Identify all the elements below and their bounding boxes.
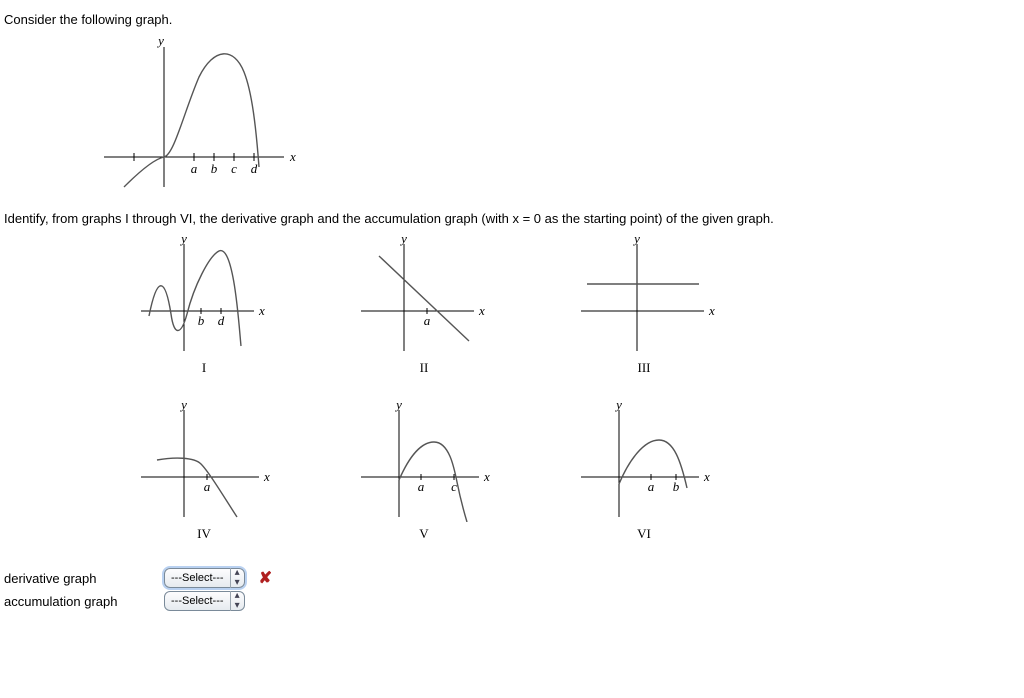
derivative-row: derivative graph ---Select--- ▴▾ ✘ [4,568,1020,588]
panel-IV-label: IV [124,526,284,542]
panel-III-label: III [564,360,724,376]
svg-text:y: y [394,402,402,412]
panel-III-svg: xy [569,236,719,356]
accumulation-row: accumulation graph ---Select--- ▴▾ [4,591,1020,611]
svg-text:y: y [179,236,187,246]
panel-VI-svg: x y a b [569,402,719,522]
prompt-intro: Consider the following graph. [4,12,1020,27]
panel-IV-svg: x y a [129,402,279,522]
svg-text:a: a [418,479,425,494]
svg-text:x: x [708,303,715,318]
select-arrows-icon: ▴▾ [230,591,244,611]
panel-V-svg: xyac [349,402,499,522]
panel-I-svg: x y bd [129,236,279,356]
svg-text:y: y [399,236,407,246]
svg-text:x: x [289,149,296,164]
svg-text:c: c [231,161,237,176]
svg-text:x: x [258,303,265,318]
panels-container: xybd I xya II xy III xya IV xyac V xyab … [124,236,1020,542]
panel-V: xyac V [344,402,504,542]
svg-text:y: y [156,37,164,48]
svg-text:y: y [614,402,622,412]
derivative-label: derivative graph [4,571,154,586]
svg-text:a: a [424,313,431,328]
svg-text:x: x [703,469,710,484]
select-arrows-icon: ▴▾ [230,568,244,588]
svg-text:a: a [648,479,655,494]
panel-VI-label: VI [564,526,724,542]
panel-II-label: II [344,360,504,376]
svg-text:x: x [263,469,270,484]
svg-text:x: x [483,469,490,484]
main-graph: x y abcd [4,37,1020,197]
accumulation-select[interactable]: ---Select--- ▴▾ [164,591,245,611]
panel-row-bottom: xya IV xyac V xyab VI [124,402,1020,542]
derivative-select-text: ---Select--- [165,572,230,584]
derivative-select[interactable]: ---Select--- ▴▾ [164,568,245,588]
accumulation-select-text: ---Select--- [165,595,230,607]
svg-text:y: y [179,402,187,412]
svg-text:a: a [204,479,211,494]
svg-text:d: d [218,313,225,328]
panel-II: x y a II [344,236,504,376]
panel-IV: x y a IV [124,402,284,542]
panel-III: xy III [564,236,724,376]
svg-text:d: d [251,161,258,176]
panel-VI: x y a b VI [564,402,724,542]
panel-I-label: I [124,360,284,376]
wrong-icon: ✘ [259,568,272,588]
panel-V-label: V [344,526,504,542]
accumulation-label: accumulation graph [4,594,154,609]
panel-II-svg: x y a [349,236,499,356]
prompt-task: Identify, from graphs I through VI, the … [4,211,1020,226]
svg-text:y: y [632,236,640,246]
panel-I: x y bd I [124,236,284,376]
svg-text:b: b [211,161,218,176]
svg-text:x: x [478,303,485,318]
svg-text:b: b [673,479,680,494]
svg-text:b: b [198,313,205,328]
main-graph-svg: x y abcd [84,37,304,197]
svg-text:a: a [191,161,198,176]
panel-row-top: xybd I xya II xy III [124,236,1020,376]
answers-block: derivative graph ---Select--- ▴▾ ✘ accum… [4,568,1020,611]
